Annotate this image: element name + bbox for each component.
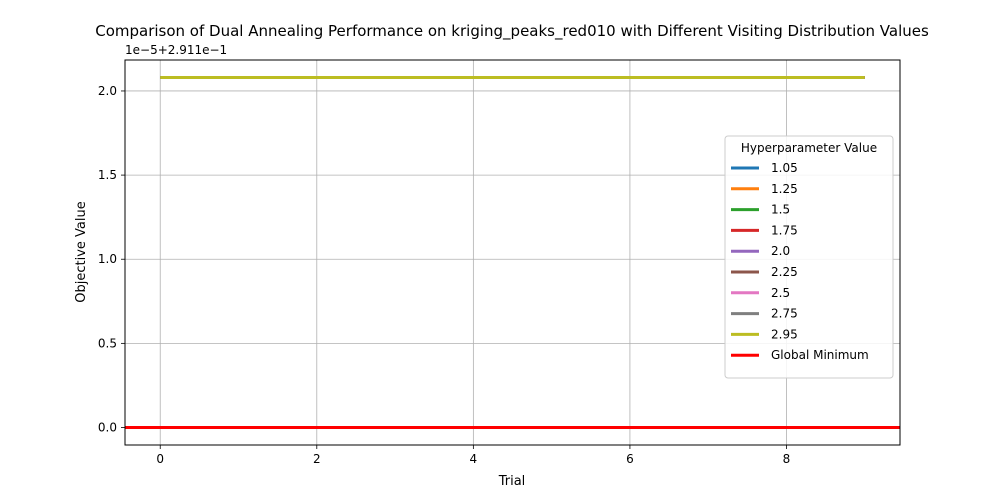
legend-label: 1.75 [771, 223, 798, 237]
ticks: 0 2 4 6 8 0.0 0.5 1.0 1.5 2.0 [98, 84, 790, 466]
legend-label: 1.05 [771, 161, 798, 175]
x-tick-label: 2 [313, 452, 321, 466]
x-axis-label: Trial [498, 474, 526, 489]
y-tick-label: 1.0 [98, 252, 117, 266]
plot-area [124, 59, 901, 446]
legend-box [724, 135, 894, 379]
y-tick-label: 1.5 [98, 168, 117, 182]
chart-title: Comparison of Dual Annealing Performance… [95, 22, 929, 41]
legend-label: 1.5 [771, 203, 790, 217]
y-axis-label: Objective Value [74, 201, 89, 302]
legend-label: 2.95 [771, 327, 798, 341]
legend: Hyperparameter Value 1.05 1.25 1.5 1.75 2.0 2.… [724, 135, 894, 379]
legend-label: 1.25 [771, 182, 798, 196]
y-offset-text: 1e−5+2.911e−1 [125, 43, 227, 57]
y-tick-label: 0.0 [98, 421, 117, 435]
x-tick-label: 4 [470, 452, 478, 466]
series-lines [125, 76, 900, 429]
x-tick-label: 6 [626, 452, 634, 466]
y-tick-label: 2.0 [98, 84, 117, 98]
legend-label: 2.5 [771, 286, 790, 300]
x-tick-label: 0 [156, 452, 164, 466]
y-tick-label: 0.5 [98, 336, 117, 350]
x-tick-label: 8 [783, 452, 791, 466]
legend-label: 2.75 [771, 307, 798, 321]
legend-label: 2.25 [771, 265, 798, 279]
legend-label: 2.0 [771, 244, 790, 258]
legend-title: Hyperparameter Value [741, 141, 877, 155]
legend-label: Global Minimum [771, 348, 869, 362]
